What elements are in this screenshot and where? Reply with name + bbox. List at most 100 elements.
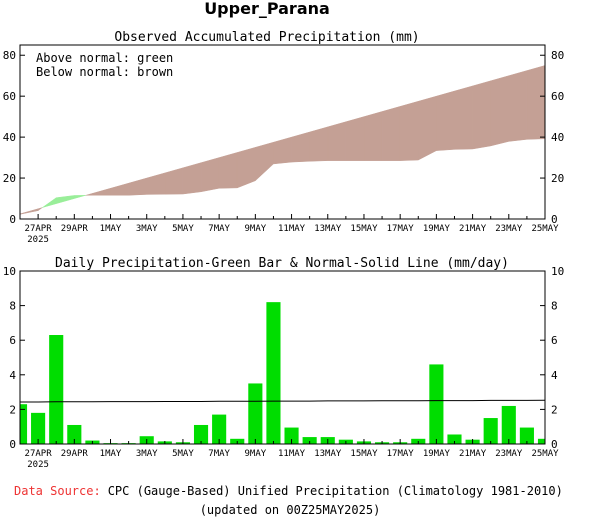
- below-normal-area: [345, 116, 365, 161]
- x-tick-label: 17MAY: [387, 224, 415, 234]
- below-normal-area: [85, 193, 93, 196]
- x-tick-year-label: 2025: [27, 235, 49, 245]
- y-tick-label: 20: [3, 172, 16, 185]
- below-normal-area: [436, 90, 455, 151]
- accumulated-fill: [19, 65, 546, 215]
- below-normal-area: [327, 121, 347, 161]
- y-tick-label: 4: [9, 369, 16, 382]
- y-tick-label: 8: [551, 300, 558, 313]
- x-tick-label: 9MAY: [245, 224, 267, 234]
- daily-bar: [284, 427, 299, 444]
- below-normal-area: [92, 187, 111, 196]
- y-tick-label: 10: [3, 265, 16, 278]
- y-tick-label: 40: [551, 131, 564, 144]
- x-tick-label: 27APR: [25, 449, 53, 459]
- daily-plot-frame: [19, 270, 546, 445]
- x-tick-label: 21MAY: [459, 449, 487, 459]
- footer-source: Data Source: CPC (Gauge-Based) Unified Pr…: [14, 484, 563, 498]
- daily-normal-line: [20, 399, 546, 403]
- below-normal-area: [418, 95, 437, 161]
- x-tick-label: 3MAY: [136, 224, 158, 234]
- x-tick-label: 1MAY: [100, 449, 122, 459]
- below-normal-area: [128, 177, 147, 196]
- accumulated-chart-title: Observed Accumulated Precipitation (mm): [114, 30, 419, 45]
- accumulated-y-axis: 0 0 20 20 40 40 60 60 80 80: [3, 49, 565, 226]
- footer-source-label: Data Source:: [14, 484, 101, 498]
- below-normal-area: [309, 126, 329, 162]
- y-tick-label: 80: [551, 49, 564, 62]
- below-normal-area: [146, 172, 166, 195]
- y-tick-label: 0: [9, 438, 16, 451]
- footer-source-text: CPC (Gauge-Based) Unified Precipitation …: [108, 484, 563, 498]
- below-normal-area: [236, 147, 256, 189]
- x-tick-label: 29APR: [61, 449, 89, 459]
- y-tick-label: 40: [3, 131, 16, 144]
- x-tick-label: 7MAY: [208, 449, 230, 459]
- below-normal-area: [110, 182, 129, 196]
- daily-bar: [212, 414, 227, 444]
- below-normal-area: [255, 141, 274, 182]
- daily-bar: [302, 437, 317, 444]
- x-tick-label: 7MAY: [208, 224, 230, 234]
- x-tick-label: 29APR: [61, 224, 89, 234]
- below-normal-area: [399, 100, 419, 161]
- y-tick-label: 20: [551, 172, 564, 185]
- x-tick-label: 27APR: [25, 224, 53, 234]
- daily-chart-title: Daily Precipitation-Green Bar & Normal-S…: [55, 256, 509, 271]
- daily-bar: [501, 405, 516, 444]
- below-normal-area: [381, 106, 401, 161]
- x-tick-label: 15MAY: [350, 224, 378, 234]
- x-tick-label: 25MAY: [531, 449, 559, 459]
- footer-updated: (updated on 00Z25MAY2025): [200, 503, 381, 517]
- daily-bar: [67, 424, 82, 444]
- daily-bar: [49, 335, 64, 444]
- below-normal-area: [273, 136, 292, 165]
- daily-bar: [519, 427, 534, 444]
- daily-bar: [248, 383, 263, 444]
- above-normal-area: [74, 195, 86, 199]
- daily-bar: [266, 302, 281, 444]
- y-tick-label: 0: [551, 213, 558, 226]
- x-tick-label: 13MAY: [314, 224, 342, 234]
- accumulated-plot-frame: [19, 44, 546, 220]
- y-tick-label: 8: [9, 300, 16, 313]
- x-tick-label: 11MAY: [278, 224, 306, 234]
- y-tick-label: 0: [9, 213, 16, 226]
- x-tick-label: 23MAY: [495, 224, 523, 234]
- x-tick-label: 5MAY: [172, 224, 194, 234]
- x-tick-label: 13MAY: [314, 449, 342, 459]
- daily-chart: Daily Precipitation-Green Bar & Normal-S…: [3, 256, 565, 470]
- y-tick-label: 6: [9, 334, 16, 347]
- y-tick-label: 2: [551, 403, 558, 416]
- x-tick-label: 19MAY: [423, 449, 451, 459]
- below-normal-area: [19, 208, 39, 215]
- below-normal-area: [363, 111, 383, 161]
- daily-bar: [193, 424, 209, 444]
- daily-bar: [447, 434, 462, 444]
- daily-bars: [20, 302, 545, 444]
- accumulated-chart: Observed Accumulated Precipitation (mm) …: [3, 30, 565, 245]
- legend-below: Below normal: brown: [36, 65, 173, 79]
- x-tick-year-label: 2025: [27, 460, 49, 470]
- below-normal-area: [454, 85, 473, 150]
- daily-bar: [20, 404, 28, 444]
- y-tick-label: 60: [3, 90, 16, 103]
- daily-bar: [483, 418, 498, 444]
- x-tick-label: 5MAY: [172, 449, 194, 459]
- y-tick-label: 80: [3, 49, 16, 62]
- below-normal-area: [508, 70, 528, 142]
- daily-bar: [31, 412, 46, 444]
- below-normal-area: [218, 152, 238, 189]
- x-tick-label: 15MAY: [350, 449, 378, 459]
- below-normal-area: [526, 65, 546, 140]
- y-tick-label: 10: [551, 265, 564, 278]
- x-tick-label: 9MAY: [245, 449, 267, 459]
- x-tick-label: 1MAY: [100, 224, 122, 234]
- below-normal-area: [291, 131, 310, 163]
- below-normal-area: [200, 157, 220, 193]
- below-normal-area: [37, 207, 43, 212]
- x-tick-label: 19MAY: [423, 224, 451, 234]
